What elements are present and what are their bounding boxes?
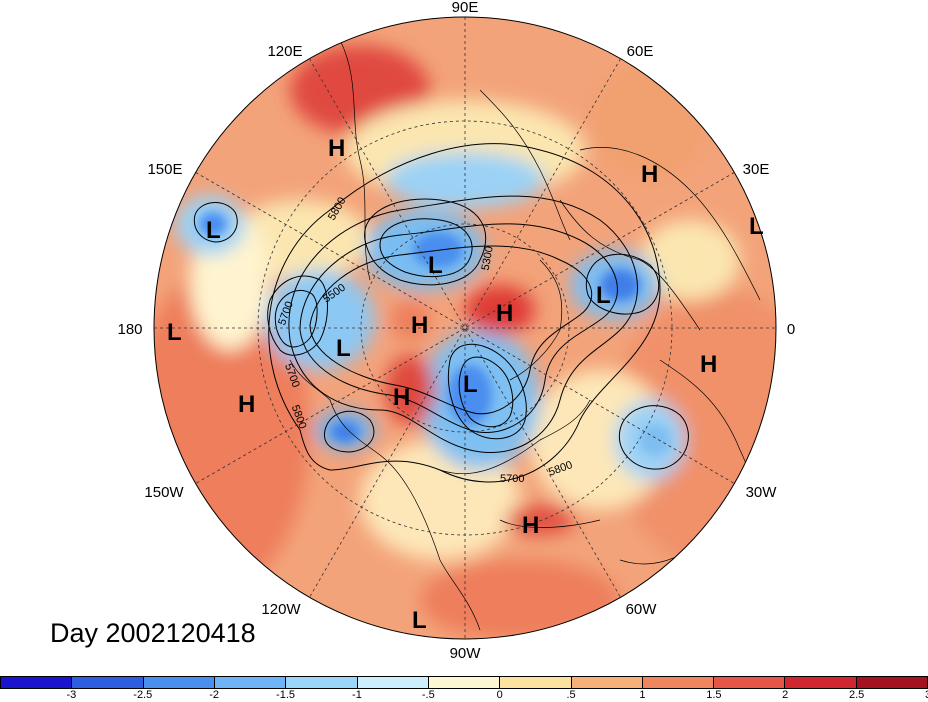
high-pressure-label: H [700, 351, 717, 378]
low-pressure-label: L [428, 252, 443, 279]
colorbar-tick-label: 0 [496, 689, 503, 701]
longitude-label: 30W [746, 484, 778, 501]
longitude-label: 0 [787, 321, 795, 338]
longitude-label: 150W [144, 484, 184, 501]
colorbar-tick-label: 2.5 [848, 689, 865, 701]
longitude-label: 180 [117, 321, 142, 338]
longitude-label: 120E [267, 43, 302, 60]
colorbar-segment [428, 677, 501, 688]
colorbar-tick-label: -3 [66, 689, 77, 701]
low-pressure-label: L [463, 371, 478, 398]
colorbar-segment [1, 677, 73, 688]
longitude-label: 30E [743, 161, 770, 178]
colorbar-segment [785, 677, 857, 688]
colorbar-tick-label: -1.5 [276, 689, 296, 701]
colorbar-tick-label: 1 [639, 689, 646, 701]
colorbar-labels: -3 -2.5 -2 -1.5 -1 -.5 0 .5 1 1.5 2 2.5 3 [0, 689, 928, 702]
high-pressure-label: H [641, 161, 658, 188]
longitude-label: 90W [450, 645, 482, 662]
colorbar [0, 676, 928, 689]
colorbar-segment [143, 677, 215, 688]
colorbar-tick-label: -2 [209, 689, 220, 701]
contour-label: 5300 [480, 245, 496, 271]
high-pressure-label: H [238, 391, 255, 418]
colorbar-tick-label: -1 [352, 689, 362, 701]
colorbar-segment [571, 677, 643, 688]
high-pressure-label: H [393, 384, 410, 411]
colorbar-tick-label: -2.5 [133, 689, 153, 701]
colorbar-segment [72, 677, 144, 688]
colorbar-tick-label: 1.5 [706, 689, 722, 701]
longitude-label: 120W [261, 601, 301, 618]
longitude-label: 60E [627, 43, 654, 60]
map-boundary [153, 16, 777, 640]
graticule [154, 17, 776, 639]
high-pressure-label: H [411, 312, 428, 339]
low-pressure-label: L [206, 217, 221, 244]
colorbar-tick-label: 3 [925, 689, 928, 701]
colorbar-segment [714, 677, 786, 688]
low-pressure-label: L [336, 335, 351, 362]
low-pressure-label: L [412, 607, 427, 634]
low-pressure-label: L [596, 282, 611, 309]
high-pressure-label: H [496, 300, 513, 327]
colorbar-segment [357, 677, 429, 688]
longitude-label-group: 90E 120E 60E 150E 30E 180 0 150W 30W 120… [117, 0, 795, 662]
colorbar-segment [286, 677, 358, 688]
longitude-label: 60W [626, 601, 658, 618]
low-pressure-label: L [749, 213, 764, 240]
colorbar-segment [214, 677, 287, 688]
colorbar-segment [642, 677, 715, 688]
colorbar-segment [500, 677, 572, 688]
colorbar-tick-label: .5 [566, 689, 576, 701]
colorbar-segment [856, 677, 928, 688]
height-contours [193, 143, 689, 483]
map-title: Day 2002120418 [50, 618, 256, 648]
longitude-label: 90E [452, 0, 479, 16]
low-pressure-label: L [167, 319, 182, 346]
colorbar-tick-label: -.5 [421, 689, 435, 701]
high-pressure-label: H [522, 512, 539, 539]
colorbar-tick-label: 2 [782, 689, 789, 701]
high-pressure-label: H [328, 135, 345, 162]
contour-label: 5700 [500, 473, 524, 485]
anomaly-field [154, 17, 776, 639]
pressure-center-group: H H H H H H H H L L L L L L L L [167, 135, 764, 634]
longitude-label: 150E [147, 161, 182, 178]
